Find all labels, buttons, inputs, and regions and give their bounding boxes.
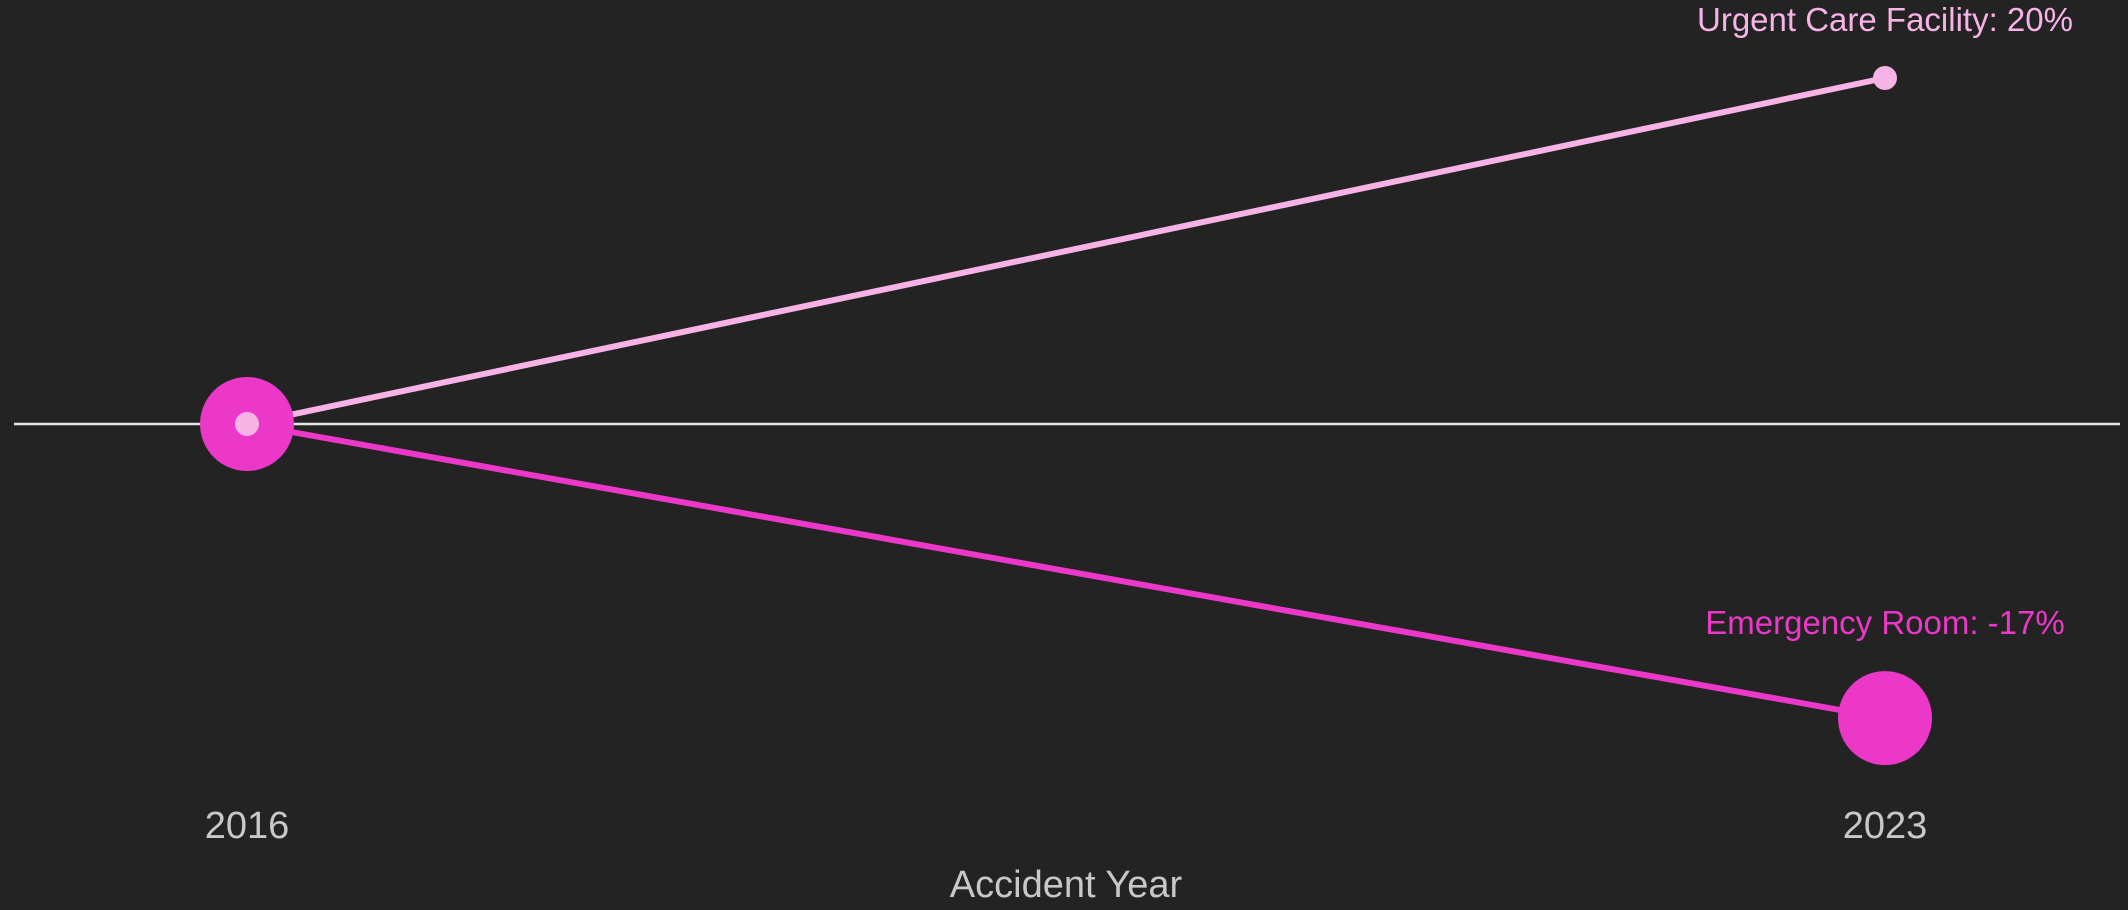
urgent-care-facility-point-2023	[1873, 66, 1897, 90]
urgent-care-facility-end-label: Urgent Care Facility: 20%	[1697, 1, 2073, 38]
x-axis-title: Accident Year	[950, 864, 1183, 905]
emergency-room-point-2023	[1838, 671, 1932, 766]
emergency-room-series-line	[244, 421, 1888, 722]
x-tick-label-2023: 2023	[1843, 805, 1928, 847]
series-lines-layer	[244, 75, 1888, 722]
axis-layer: 2016 2023 Accident Year	[205, 805, 1928, 906]
x-tick-label-2016: 2016	[205, 805, 290, 847]
labels-layer: Urgent Care Facility: 20% Emergency Room:…	[1697, 1, 2073, 641]
emergency-room-end-label: Emergency Room: -17%	[1705, 604, 2064, 641]
markers-layer	[200, 66, 1932, 766]
urgent-care-facility-series-line	[244, 75, 1888, 427]
urgent-care-facility-point-2016	[235, 412, 259, 436]
